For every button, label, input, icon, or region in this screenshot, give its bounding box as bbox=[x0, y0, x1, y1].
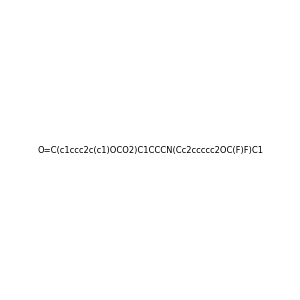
Text: O=C(c1ccc2c(c1)OCO2)C1CCCN(Cc2ccccc2OC(F)F)C1: O=C(c1ccc2c(c1)OCO2)C1CCCN(Cc2ccccc2OC(F… bbox=[37, 146, 263, 154]
